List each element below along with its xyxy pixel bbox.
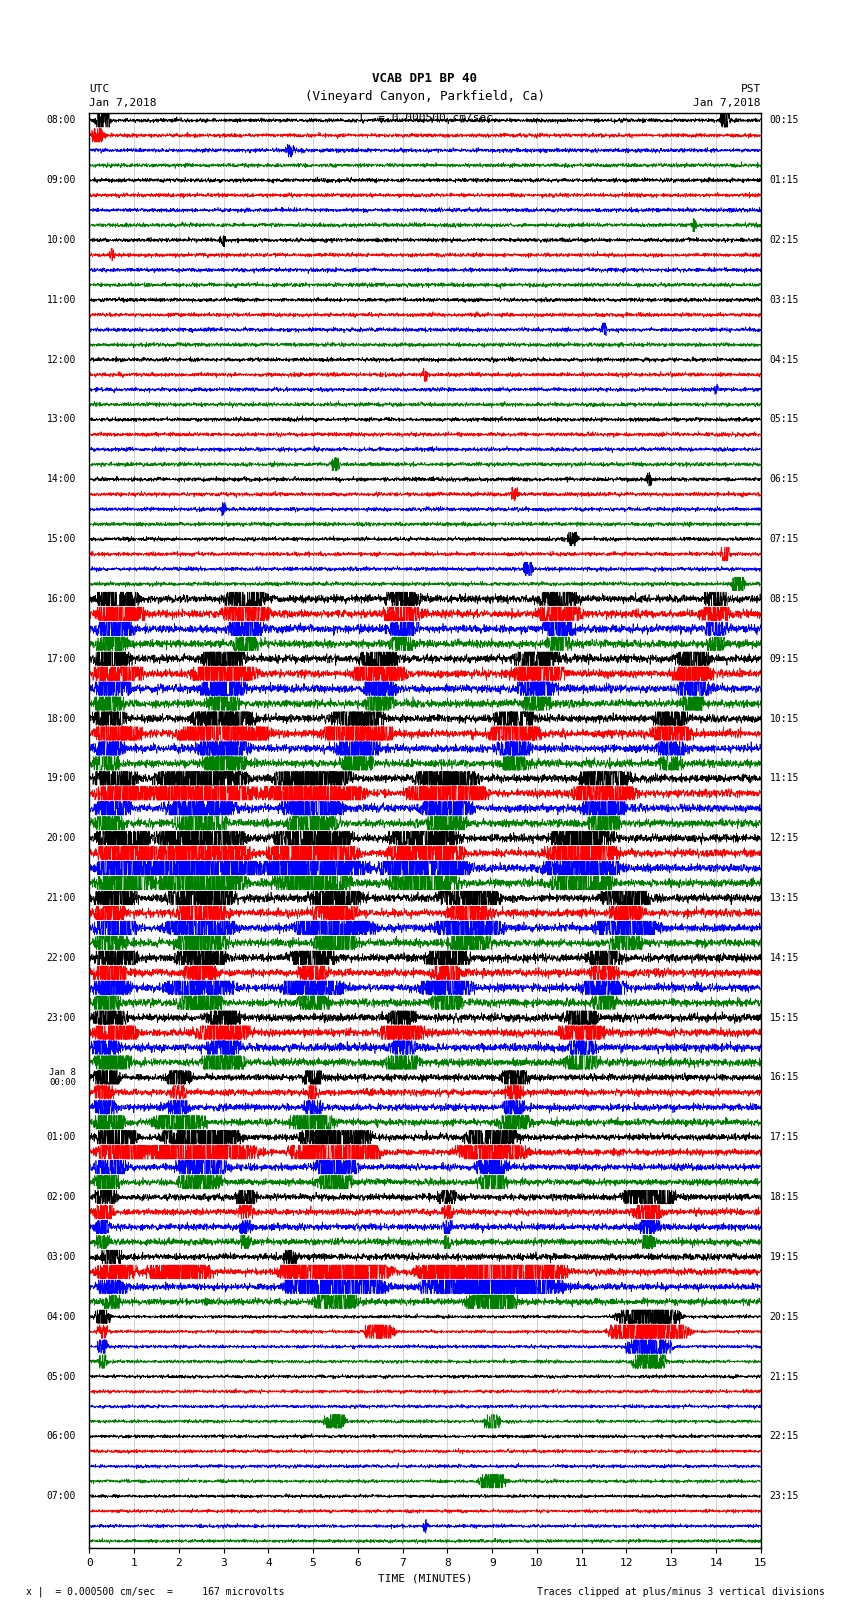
Text: 14:00: 14:00 (47, 474, 76, 484)
Text: 21:15: 21:15 (770, 1371, 799, 1381)
Text: 16:15: 16:15 (770, 1073, 799, 1082)
Text: 20:15: 20:15 (770, 1311, 799, 1321)
Text: 14:15: 14:15 (770, 953, 799, 963)
Text: 16:00: 16:00 (47, 594, 76, 603)
Text: 03:15: 03:15 (770, 295, 799, 305)
Text: Jan 7,2018: Jan 7,2018 (694, 98, 761, 108)
Text: 11:00: 11:00 (47, 295, 76, 305)
Text: 03:00: 03:00 (47, 1252, 76, 1261)
Text: 23:00: 23:00 (47, 1013, 76, 1023)
Text: 04:00: 04:00 (47, 1311, 76, 1321)
Text: 18:15: 18:15 (770, 1192, 799, 1202)
Text: 09:00: 09:00 (47, 176, 76, 185)
Text: 22:00: 22:00 (47, 953, 76, 963)
Text: Traces clipped at plus/minus 3 vertical divisions: Traces clipped at plus/minus 3 vertical … (536, 1587, 824, 1597)
Text: 07:00: 07:00 (47, 1490, 76, 1502)
Text: 09:15: 09:15 (770, 653, 799, 663)
Text: 13:15: 13:15 (770, 894, 799, 903)
Text: 02:15: 02:15 (770, 235, 799, 245)
Text: VCAB DP1 BP 40: VCAB DP1 BP 40 (372, 73, 478, 85)
Text: 13:00: 13:00 (47, 415, 76, 424)
Text: 01:15: 01:15 (770, 176, 799, 185)
Text: 20:00: 20:00 (47, 834, 76, 844)
Text: 00:15: 00:15 (770, 116, 799, 126)
Text: PST: PST (740, 84, 761, 94)
Text: 23:15: 23:15 (770, 1490, 799, 1502)
Text: 12:15: 12:15 (770, 834, 799, 844)
Text: 15:00: 15:00 (47, 534, 76, 544)
Text: 06:15: 06:15 (770, 474, 799, 484)
Text: 11:15: 11:15 (770, 773, 799, 784)
Text: 01:00: 01:00 (47, 1132, 76, 1142)
Text: (Vineyard Canyon, Parkfield, Ca): (Vineyard Canyon, Parkfield, Ca) (305, 90, 545, 103)
Text: UTC: UTC (89, 84, 110, 94)
Text: Jan 8
00:00: Jan 8 00:00 (49, 1068, 76, 1087)
Text: 05:00: 05:00 (47, 1371, 76, 1381)
Text: 10:00: 10:00 (47, 235, 76, 245)
Text: 17:15: 17:15 (770, 1132, 799, 1142)
Text: 02:00: 02:00 (47, 1192, 76, 1202)
Text: 05:15: 05:15 (770, 415, 799, 424)
Text: 10:15: 10:15 (770, 713, 799, 724)
Text: 22:15: 22:15 (770, 1431, 799, 1442)
X-axis label: TIME (MINUTES): TIME (MINUTES) (377, 1574, 473, 1584)
Text: 12:00: 12:00 (47, 355, 76, 365)
Text: 18:00: 18:00 (47, 713, 76, 724)
Text: x |  = 0.000500 cm/sec  =     167 microvolts: x | = 0.000500 cm/sec = 167 microvolts (26, 1586, 284, 1597)
Text: Jan 7,2018: Jan 7,2018 (89, 98, 156, 108)
Text: 15:15: 15:15 (770, 1013, 799, 1023)
Text: 19:15: 19:15 (770, 1252, 799, 1261)
Text: 19:00: 19:00 (47, 773, 76, 784)
Text: 07:15: 07:15 (770, 534, 799, 544)
Text: 21:00: 21:00 (47, 894, 76, 903)
Text: 04:15: 04:15 (770, 355, 799, 365)
Text: 06:00: 06:00 (47, 1431, 76, 1442)
Text: 08:15: 08:15 (770, 594, 799, 603)
Text: I  = 0.000500 cm/sec: I = 0.000500 cm/sec (358, 113, 492, 123)
Text: 08:00: 08:00 (47, 116, 76, 126)
Text: 17:00: 17:00 (47, 653, 76, 663)
